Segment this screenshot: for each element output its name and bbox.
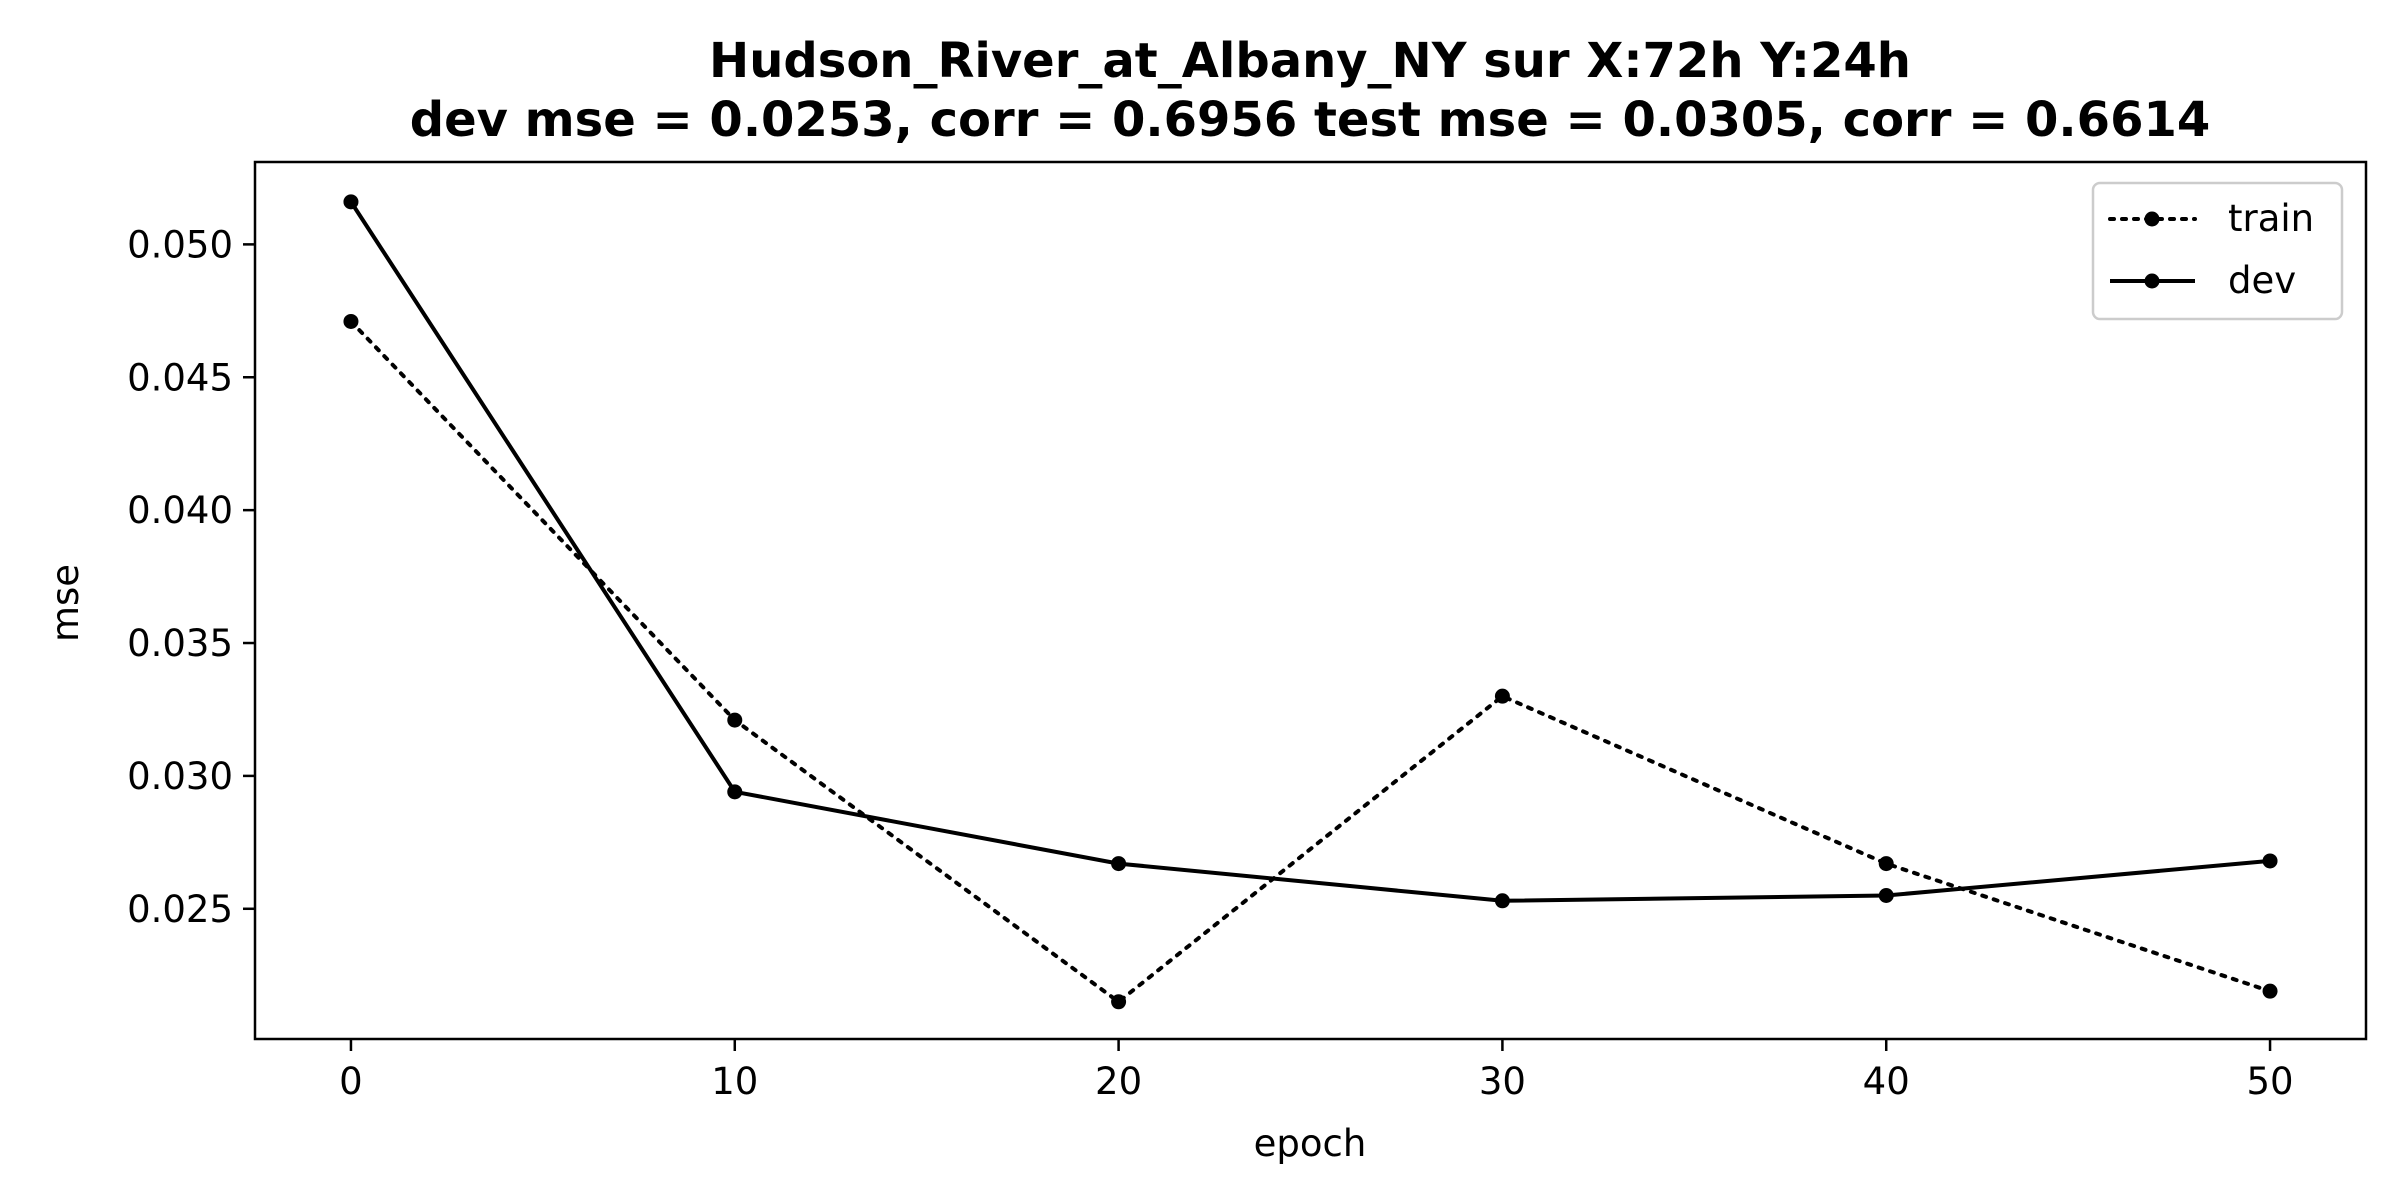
legend-entry-dev: dev: [2110, 259, 2296, 302]
x-tick-label: 50: [2246, 1060, 2293, 1103]
data-point-train: [1111, 994, 1127, 1010]
y-tick-label: 0.035: [127, 622, 233, 665]
legend-label-dev: dev: [2228, 259, 2296, 302]
series-line-train: [349, 319, 2272, 1004]
legend-dev-marker: [2144, 273, 2160, 289]
x-tick-label: 40: [1863, 1060, 1910, 1103]
legend: train dev: [2091, 181, 2344, 321]
plot-frame: [253, 160, 2368, 1041]
y-tick-label: 0.045: [127, 356, 233, 399]
data-point-dev: [1494, 893, 1510, 909]
data-point-dev: [343, 194, 359, 210]
series-line-dev: [349, 200, 2271, 903]
data-point-train: [1878, 856, 1894, 872]
y-tick-label: 0.030: [127, 755, 233, 798]
series-dev: [343, 194, 2278, 909]
x-tick-label: 30: [1479, 1060, 1526, 1103]
chart-title-line-1: Hudson_River_at_Albany_NY sur X:72h Y:24…: [709, 33, 1911, 89]
y-tick-label: 0.025: [127, 888, 233, 931]
chart-title-line-2: dev mse = 0.0253, corr = 0.6956 test mse…: [410, 92, 2211, 148]
data-point-dev: [727, 784, 743, 800]
series-layer: [343, 194, 2278, 1010]
y-axis-label: mse: [44, 564, 87, 642]
series-train: [343, 313, 2278, 1010]
y-tick-label: 0.050: [127, 223, 233, 266]
x-axis-label: epoch: [1254, 1122, 1367, 1165]
legend-label-train: train: [2228, 197, 2314, 240]
data-point-dev: [1111, 856, 1127, 872]
data-point-train: [2262, 983, 2278, 999]
data-point-train: [727, 712, 743, 728]
legend-entry-train: train: [2108, 197, 2314, 240]
x-tick-label: 10: [711, 1060, 758, 1103]
x-tick-label: 20: [1095, 1060, 1142, 1103]
legend-train-marker: [2144, 211, 2160, 227]
data-point-dev: [2262, 853, 2278, 869]
y-tick-label: 0.040: [127, 489, 233, 532]
data-point-train: [343, 313, 359, 329]
data-point-train: [1494, 688, 1510, 704]
data-point-dev: [1878, 887, 1894, 903]
x-tick-label: 0: [339, 1060, 363, 1103]
axis-ticks: 0 10 20 30 40 50 0.025 0.030 0.035 0.040 0.045 0.05…: [127, 223, 2294, 1103]
